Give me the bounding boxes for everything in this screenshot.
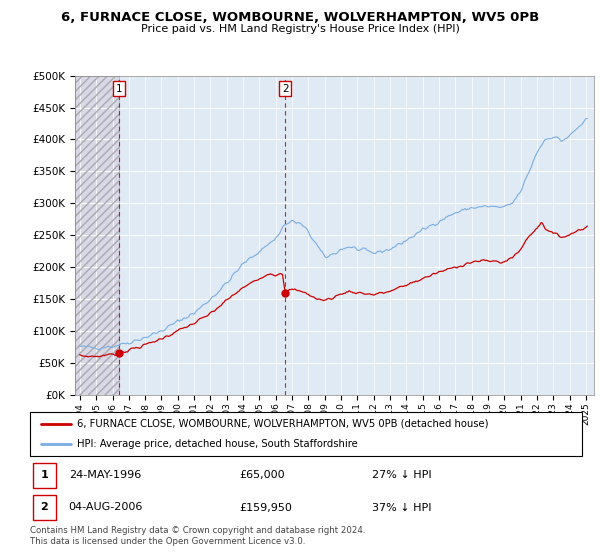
Text: 6, FURNACE CLOSE, WOMBOURNE, WOLVERHAMPTON, WV5 0PB: 6, FURNACE CLOSE, WOMBOURNE, WOLVERHAMPT…	[61, 11, 539, 24]
Text: HPI: Average price, detached house, South Staffordshire: HPI: Average price, detached house, Sout…	[77, 439, 358, 449]
Text: 24-MAY-1996: 24-MAY-1996	[68, 470, 141, 480]
Bar	[33, 463, 56, 488]
Bar	[75, 76, 119, 395]
Text: £159,950: £159,950	[240, 502, 293, 512]
Text: £65,000: £65,000	[240, 470, 286, 480]
Text: 27% ↓ HPI: 27% ↓ HPI	[372, 470, 432, 480]
Bar	[119, 76, 594, 395]
Text: Contains HM Land Registry data © Crown copyright and database right 2024.
This d: Contains HM Land Registry data © Crown c…	[30, 526, 365, 546]
Text: 2: 2	[40, 502, 48, 512]
Text: 2: 2	[282, 83, 289, 94]
Bar	[33, 495, 56, 520]
Text: Price paid vs. HM Land Registry's House Price Index (HPI): Price paid vs. HM Land Registry's House …	[140, 24, 460, 34]
Text: 37% ↓ HPI: 37% ↓ HPI	[372, 502, 432, 512]
Text: 6, FURNACE CLOSE, WOMBOURNE, WOLVERHAMPTON, WV5 0PB (detached house): 6, FURNACE CLOSE, WOMBOURNE, WOLVERHAMPT…	[77, 419, 488, 429]
Text: 1: 1	[40, 470, 48, 480]
Text: 04-AUG-2006: 04-AUG-2006	[68, 502, 143, 512]
Bar	[75, 76, 119, 395]
Text: 1: 1	[115, 83, 122, 94]
